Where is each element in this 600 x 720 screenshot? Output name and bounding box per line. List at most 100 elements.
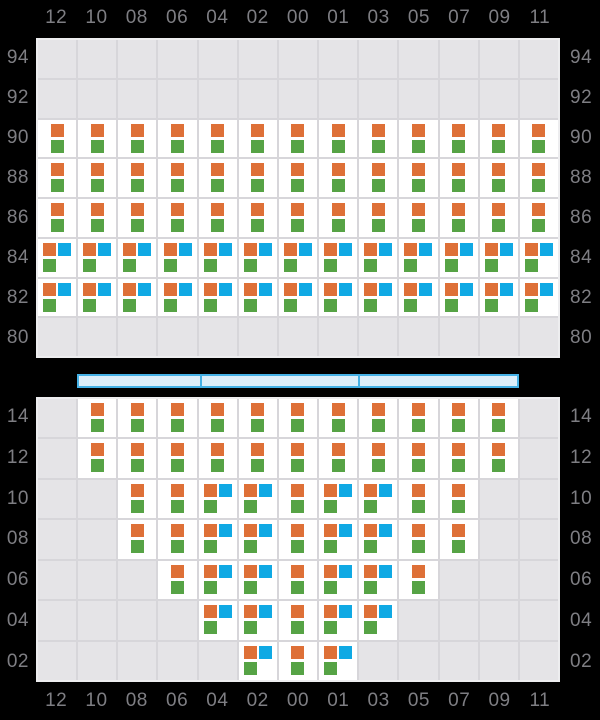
slot-cell-empty[interactable] (238, 318, 277, 356)
slot-cell[interactable] (439, 119, 478, 158)
slot-cell-empty[interactable] (519, 520, 558, 559)
slot-cell-empty[interactable] (118, 560, 157, 600)
slot-cell[interactable] (238, 119, 277, 158)
slot-cell[interactable] (439, 399, 478, 438)
slot-cell-empty[interactable] (519, 439, 558, 478)
slot-cell-empty[interactable] (519, 560, 558, 600)
slot-cell[interactable] (198, 199, 237, 237)
slot-cell-empty[interactable] (38, 601, 77, 640)
slot-cell[interactable] (399, 479, 438, 519)
slot-cell[interactable] (519, 199, 558, 237)
slot-cell[interactable] (38, 238, 77, 277)
slot-cell-empty[interactable] (439, 40, 478, 78)
slot-cell[interactable] (439, 439, 478, 478)
slot-cell[interactable] (238, 399, 277, 438)
slot-cell[interactable] (359, 159, 398, 197)
slot-cell[interactable] (78, 278, 117, 317)
slot-cell[interactable] (399, 439, 438, 478)
slot-cell[interactable] (399, 278, 438, 317)
slot-cell-empty[interactable] (278, 40, 318, 78)
slot-cell[interactable] (158, 119, 197, 158)
slot-cell-empty[interactable] (359, 318, 398, 356)
slot-cell[interactable] (118, 520, 157, 559)
slot-cell[interactable] (158, 560, 197, 600)
slot-cell[interactable] (238, 560, 277, 600)
slot-cell[interactable] (359, 119, 398, 158)
slot-cell[interactable] (359, 479, 398, 519)
slot-cell[interactable] (319, 601, 358, 640)
slot-cell-empty[interactable] (78, 40, 117, 78)
slot-cell[interactable] (38, 119, 77, 158)
slot-cell[interactable] (519, 238, 558, 277)
slot-cell[interactable] (198, 159, 237, 197)
slot-cell[interactable] (158, 399, 197, 438)
slot-cell[interactable] (479, 199, 518, 237)
slot-cell[interactable] (78, 399, 117, 438)
slot-cell-empty[interactable] (399, 641, 438, 680)
slot-cell[interactable] (238, 641, 277, 680)
slot-cell[interactable] (278, 520, 318, 559)
slot-cell-empty[interactable] (439, 601, 478, 640)
slot-cell-empty[interactable] (198, 641, 237, 680)
slot-cell-empty[interactable] (479, 318, 518, 356)
slot-cell[interactable] (158, 278, 197, 317)
slot-cell[interactable] (278, 479, 318, 519)
slot-cell[interactable] (479, 159, 518, 197)
slot-cell-empty[interactable] (439, 641, 478, 680)
slot-cell[interactable] (479, 278, 518, 317)
slot-cell[interactable] (399, 199, 438, 237)
slot-cell-empty[interactable] (519, 399, 558, 438)
slot-cell[interactable] (38, 199, 77, 237)
slot-cell[interactable] (319, 479, 358, 519)
slot-cell-empty[interactable] (319, 79, 358, 118)
slot-cell[interactable] (158, 199, 197, 237)
slot-cell[interactable] (118, 479, 157, 519)
slot-cell[interactable] (278, 238, 318, 277)
slot-cell-empty[interactable] (118, 79, 157, 118)
slot-cell-empty[interactable] (118, 40, 157, 78)
slot-cell-empty[interactable] (479, 560, 518, 600)
slot-cell[interactable] (479, 439, 518, 478)
slot-cell-empty[interactable] (479, 520, 518, 559)
slot-cell-empty[interactable] (399, 601, 438, 640)
slot-cell[interactable] (359, 439, 398, 478)
slot-cell-empty[interactable] (519, 479, 558, 519)
slot-cell[interactable] (439, 278, 478, 317)
slot-cell[interactable] (319, 641, 358, 680)
hatch-cover-segment[interactable] (358, 376, 517, 386)
slot-cell[interactable] (158, 238, 197, 277)
slot-cell-empty[interactable] (78, 318, 117, 356)
slot-cell-empty[interactable] (118, 318, 157, 356)
slot-cell[interactable] (78, 439, 117, 478)
slot-cell-empty[interactable] (359, 641, 398, 680)
slot-cell[interactable] (238, 479, 277, 519)
slot-cell-empty[interactable] (78, 520, 117, 559)
slot-cell-empty[interactable] (158, 601, 197, 640)
slot-cell[interactable] (278, 278, 318, 317)
hatch-cover-bar[interactable] (77, 374, 519, 388)
slot-cell-empty[interactable] (38, 79, 77, 118)
slot-cell[interactable] (198, 479, 237, 519)
slot-cell[interactable] (359, 199, 398, 237)
slot-cell-empty[interactable] (278, 79, 318, 118)
slot-cell-empty[interactable] (198, 318, 237, 356)
slot-cell[interactable] (359, 601, 398, 640)
slot-cell[interactable] (319, 520, 358, 559)
slot-cell-empty[interactable] (278, 318, 318, 356)
slot-cell-empty[interactable] (198, 40, 237, 78)
slot-cell[interactable] (439, 159, 478, 197)
slot-cell[interactable] (519, 119, 558, 158)
slot-cell[interactable] (399, 560, 438, 600)
slot-cell[interactable] (479, 399, 518, 438)
slot-cell[interactable] (479, 238, 518, 277)
slot-cell[interactable] (198, 238, 237, 277)
slot-cell-empty[interactable] (519, 79, 558, 118)
slot-cell[interactable] (399, 520, 438, 559)
slot-cell[interactable] (78, 238, 117, 277)
slot-cell[interactable] (38, 278, 77, 317)
slot-cell[interactable] (319, 238, 358, 277)
slot-cell-empty[interactable] (198, 79, 237, 118)
slot-cell[interactable] (359, 238, 398, 277)
slot-cell-empty[interactable] (399, 40, 438, 78)
slot-cell-empty[interactable] (118, 641, 157, 680)
